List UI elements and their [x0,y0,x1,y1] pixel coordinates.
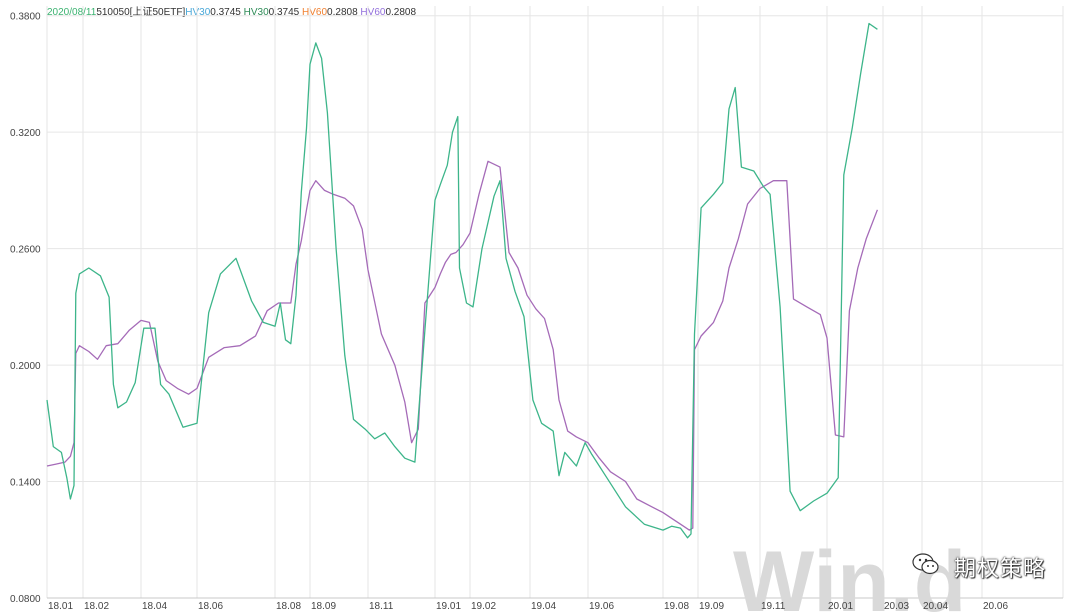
x-tick-label: 20.01 [828,601,853,612]
x-tick-label: 19.09 [699,601,724,612]
y-tick-label: 0.3800 [10,12,41,23]
x-tick-label: 19.01 [436,601,461,612]
x-tick-label: 19.04 [531,601,556,612]
y-tick-label: 0.2000 [10,361,41,372]
x-tick-label: 18.06 [198,601,223,612]
y-axis: 0.0800 0.1400 0.2000 0.2600 0.3200 0.3800 [10,12,41,605]
x-tick-label: 18.01 [48,601,73,612]
y-tick-label: 0.2600 [10,245,41,256]
x-tick-label: 18.02 [84,601,109,612]
x-tick-label: 18.09 [311,601,336,612]
series-lines [47,24,877,538]
hv60-line [47,161,877,530]
x-tick-label: 19.06 [589,601,614,612]
x-tick-label: 20.06 [983,601,1008,612]
x-tick-label: 19.02 [471,601,496,612]
y-tick-label: 0.1400 [10,478,41,489]
x-tick-label: 18.08 [276,601,301,612]
x-tick-label: 19.08 [664,601,689,612]
y-tick-label: 0.0800 [10,594,41,605]
hv30-line [47,24,877,538]
brand-name: 期权策略 [954,551,1046,583]
x-tick-label: 20.03 [884,601,909,612]
grid-layer [47,6,1063,598]
x-tick-label: 20.04 [923,601,948,612]
wechat-icon [912,552,940,576]
x-tick-label: 18.11 [369,601,394,612]
y-tick-label: 0.3200 [10,128,41,139]
x-tick-label: 18.04 [142,601,167,612]
x-tick-label: 19.11 [761,601,786,612]
